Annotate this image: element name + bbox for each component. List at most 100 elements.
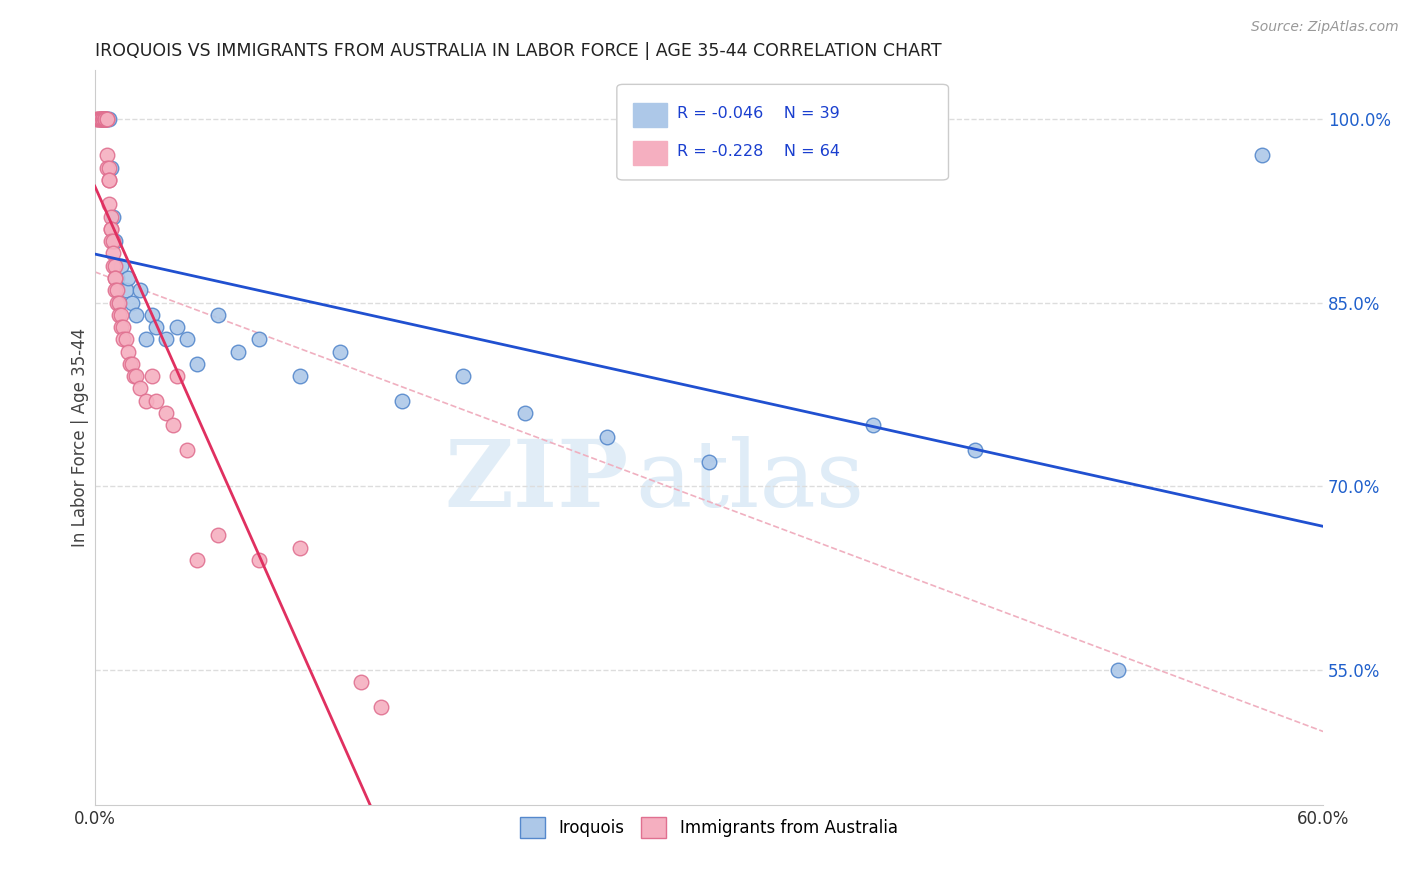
Point: [94, 112, 117, 126]
Point: [110, 259, 132, 273]
Point: [288, 369, 311, 384]
Point: [98, 173, 121, 187]
Point: [207, 308, 229, 322]
Point: [105, 295, 128, 310]
Point: [862, 418, 884, 433]
Point: [141, 308, 163, 322]
Point: [104, 271, 127, 285]
Point: [91, 112, 114, 126]
Point: [103, 210, 125, 224]
Point: [110, 308, 132, 322]
Text: Source: ZipAtlas.com: Source: ZipAtlas.com: [1251, 20, 1399, 34]
Point: [114, 332, 136, 346]
Point: [128, 283, 150, 297]
Point: [117, 271, 139, 285]
Text: IROQUOIS VS IMMIGRANTS FROM AUSTRALIA IN LABOR FORCE | AGE 35-44 CORRELATION CHA: IROQUOIS VS IMMIGRANTS FROM AUSTRALIA IN…: [94, 42, 942, 60]
Point: [112, 332, 135, 346]
Point: [453, 369, 475, 384]
Point: [91, 112, 114, 126]
Point: [135, 332, 157, 346]
Point: [94, 112, 117, 126]
Point: [391, 393, 413, 408]
Point: [118, 357, 141, 371]
Point: [288, 541, 311, 555]
Point: [247, 332, 270, 346]
Point: [155, 406, 177, 420]
Point: [110, 320, 132, 334]
Point: [1250, 148, 1272, 162]
Text: ZIP: ZIP: [444, 436, 628, 526]
Point: [98, 173, 121, 187]
Text: R = -0.046    N = 39: R = -0.046 N = 39: [678, 105, 839, 120]
Point: [166, 320, 188, 334]
Point: [135, 393, 157, 408]
Point: [186, 357, 208, 371]
Point: [90, 112, 112, 126]
Point: [90, 112, 112, 126]
Point: [103, 234, 125, 248]
Point: [94, 112, 117, 126]
Point: [98, 161, 121, 175]
Point: [105, 283, 128, 297]
Point: [141, 369, 163, 384]
Y-axis label: In Labor Force | Age 35-44: In Labor Force | Age 35-44: [72, 327, 89, 547]
Point: [90, 112, 112, 126]
Point: [87, 112, 110, 126]
Point: [104, 234, 127, 248]
Point: [329, 344, 352, 359]
Point: [108, 308, 131, 322]
Point: [1107, 663, 1129, 677]
Point: [91, 112, 114, 126]
Point: [595, 430, 617, 444]
Legend: Iroquois, Immigrants from Australia: Iroquois, Immigrants from Australia: [513, 811, 904, 845]
Text: atlas: atlas: [636, 436, 865, 526]
Point: [697, 455, 720, 469]
Point: [90, 112, 112, 126]
Point: [125, 308, 148, 322]
Point: [103, 259, 125, 273]
Point: [121, 357, 143, 371]
Point: [86, 112, 108, 126]
Point: [91, 112, 114, 126]
Point: [100, 234, 122, 248]
Point: [96, 161, 118, 175]
Point: [162, 418, 184, 433]
Point: [166, 369, 188, 384]
Point: [965, 442, 987, 457]
Point: [87, 112, 110, 126]
Point: [125, 369, 148, 384]
Point: [94, 112, 117, 126]
Point: [122, 369, 145, 384]
Point: [96, 112, 118, 126]
Point: [226, 344, 249, 359]
Point: [350, 675, 373, 690]
Text: R = -0.228    N = 64: R = -0.228 N = 64: [678, 144, 839, 159]
Point: [247, 553, 270, 567]
Point: [96, 112, 118, 126]
FancyBboxPatch shape: [617, 85, 949, 180]
Point: [96, 148, 118, 162]
Point: [155, 332, 177, 346]
Point: [112, 320, 135, 334]
Point: [105, 271, 128, 285]
Point: [513, 406, 536, 420]
Point: [90, 112, 112, 126]
Point: [207, 528, 229, 542]
Point: [91, 112, 114, 126]
Point: [104, 259, 127, 273]
Point: [104, 283, 127, 297]
Point: [94, 112, 117, 126]
Point: [104, 271, 127, 285]
Point: [176, 332, 198, 346]
Point: [100, 161, 122, 175]
Point: [100, 222, 122, 236]
Point: [121, 295, 143, 310]
Point: [100, 222, 122, 236]
Bar: [633, 103, 668, 127]
Point: [108, 295, 131, 310]
Point: [94, 112, 117, 126]
Point: [103, 246, 125, 260]
Point: [117, 344, 139, 359]
Point: [114, 283, 136, 297]
Point: [145, 320, 167, 334]
